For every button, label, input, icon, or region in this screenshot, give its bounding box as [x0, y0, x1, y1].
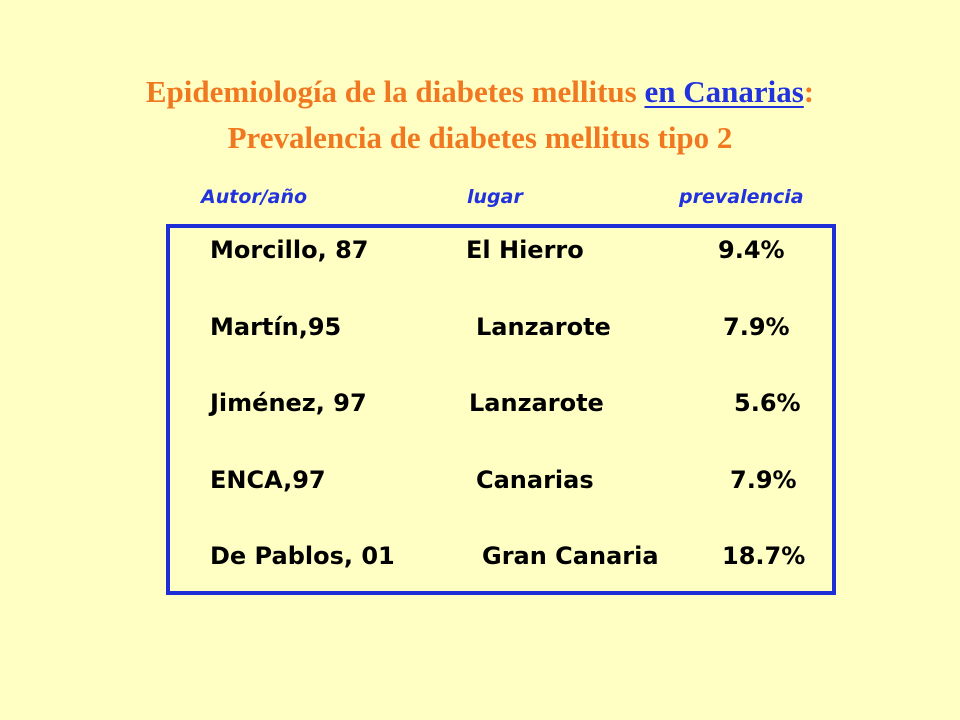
- table-row-4-author: ENCA,97: [210, 466, 326, 494]
- table-row-4-prevalence: 7.9%: [730, 466, 797, 494]
- table-row-2-place: Lanzarote: [476, 313, 611, 341]
- table-row-5-prevalence: 18.7%: [722, 542, 806, 570]
- table-row-3-author: Jiménez, 97: [210, 389, 367, 417]
- table-row-2-prevalence: 7.9%: [723, 313, 790, 341]
- table-row-2-author: Martín,95: [210, 313, 342, 341]
- table-row-5-author: De Pablos, 01: [210, 542, 395, 570]
- table-row-1-prevalence: 9.4%: [718, 236, 785, 264]
- column-header-prevalence: prevalencia: [679, 186, 804, 208]
- table-row-3-place: Lanzarote: [469, 389, 604, 417]
- table-row-1-place: El Hierro: [466, 236, 584, 264]
- title-link-canarias[interactable]: en Canarias: [644, 74, 804, 109]
- data-table-box: [166, 224, 836, 595]
- slide-title-line2: Prevalencia de diabetes mellitus tipo 2: [227, 120, 733, 155]
- table-row-4-place: Canarias: [476, 466, 594, 494]
- title-prefix: Epidemiología de la diabetes mellitus: [145, 74, 645, 109]
- table-row-3-prevalence: 5.6%: [734, 389, 801, 417]
- slide-title-line1: Epidemiología de la diabetes mellitus en…: [0, 72, 960, 112]
- table-row-5-place: Gran Canaria: [482, 542, 659, 570]
- table-row-1-author: Morcillo, 87: [210, 236, 369, 264]
- column-header-author: Autor/año: [201, 186, 308, 208]
- title-suffix: :: [803, 74, 815, 109]
- column-header-place: lugar: [467, 186, 523, 208]
